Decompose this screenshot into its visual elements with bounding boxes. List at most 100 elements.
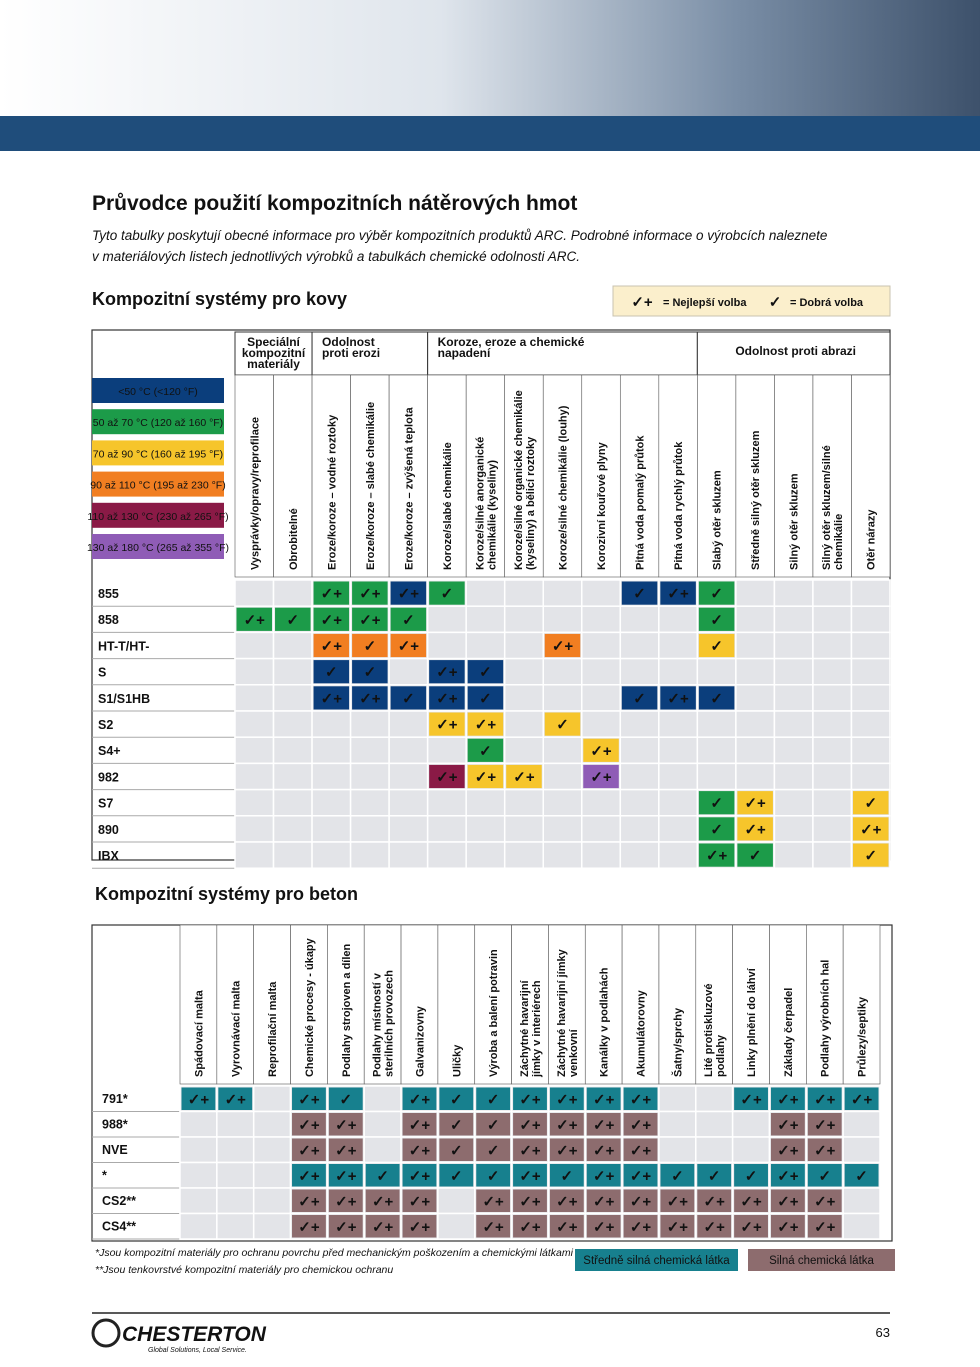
- cell: [735, 579, 776, 607]
- cell-mark: ✓: [340, 1091, 353, 1108]
- cell-fill: [292, 1087, 326, 1110]
- cell-fill: [429, 686, 465, 710]
- cell-fill: [292, 1164, 326, 1187]
- cell-mark: ✓: [864, 795, 877, 812]
- cell-mark: ✓+: [298, 1091, 320, 1108]
- cell-mark: ✓+: [475, 769, 497, 786]
- cell-mark: ✓+: [298, 1193, 320, 1210]
- cell-mark: ✓+: [225, 1091, 247, 1108]
- cell-mark: ✓+: [777, 1168, 799, 1185]
- banner-band: [0, 116, 980, 151]
- row-label: CS4**: [102, 1220, 136, 1234]
- cell: [735, 684, 776, 712]
- cell: [581, 684, 622, 712]
- banner-image: [0, 0, 980, 116]
- cell: [812, 710, 853, 738]
- cell: [773, 710, 814, 738]
- column-label: Galvanizovny: [414, 1005, 426, 1077]
- cell-fill: [328, 1164, 363, 1187]
- column-header: [621, 924, 660, 1085]
- cell: [465, 788, 506, 817]
- cell: [349, 815, 390, 843]
- cell-fill: [698, 843, 735, 867]
- cell: [696, 736, 737, 765]
- cell: [581, 605, 622, 634]
- column-header: [851, 374, 891, 578]
- cell-mark: ✓+: [298, 1168, 320, 1185]
- cell-fill: [476, 1113, 511, 1136]
- cell: [363, 1085, 402, 1113]
- cell-fill: [352, 581, 388, 605]
- cell: [363, 1110, 402, 1138]
- cell-mark: ✓+: [359, 690, 381, 707]
- cell-fill: [549, 1164, 584, 1187]
- cell: [252, 1187, 292, 1215]
- column-label: Vyrovnávací malta: [230, 980, 242, 1077]
- cell-mark: ✓+: [777, 1117, 799, 1134]
- cell-mark: ✓+: [482, 1193, 504, 1210]
- cell: [426, 736, 467, 765]
- cell-mark: ✓+: [777, 1193, 799, 1210]
- column-label: Otěr nárazy: [866, 509, 878, 570]
- cell-fill: [698, 791, 735, 815]
- cell-mark: ✓+: [667, 1193, 689, 1210]
- cell-mark: ✓: [671, 1168, 684, 1185]
- cell-mark: ✓+: [372, 1219, 394, 1236]
- column-label: Záchytné havarijní jímky: [556, 948, 568, 1077]
- cell: [658, 815, 699, 843]
- cell-fill: [698, 817, 735, 841]
- cell-fill: [697, 1164, 732, 1187]
- cell-mark: ✓: [710, 638, 723, 655]
- cell: [658, 788, 699, 817]
- cell: [812, 815, 853, 843]
- cell-mark: ✓+: [593, 1142, 615, 1159]
- cell-fill: [807, 1087, 842, 1110]
- cell-fill: [513, 1164, 547, 1187]
- cell-fill: [544, 633, 581, 658]
- group-label: materiály: [247, 357, 300, 371]
- cell-mark: ✓+: [436, 769, 458, 786]
- temperature-swatch: [92, 534, 224, 559]
- column-label: Eroze/koroze – slabé chemikálie: [365, 402, 377, 570]
- cell: [658, 736, 699, 765]
- cell-mark: ✓+: [298, 1117, 320, 1134]
- cell: [812, 841, 853, 869]
- cell-mark: ✓+: [814, 1117, 836, 1134]
- column-header: [234, 374, 274, 578]
- cell-mark: ✓: [710, 612, 723, 629]
- cell: [503, 579, 544, 607]
- cell-fill: [352, 660, 388, 684]
- row-label: 890: [98, 823, 119, 837]
- column-label: Obrobitelné: [288, 508, 300, 570]
- cell-fill: [623, 1113, 658, 1136]
- cell-mark: ✓+: [519, 1193, 541, 1210]
- cell-fill: [770, 1189, 805, 1212]
- cell-mark: ✓+: [359, 612, 381, 629]
- column-label: Eroze/koroze – zvýšená teplota: [403, 407, 415, 570]
- cell-mark: ✓+: [482, 1219, 504, 1236]
- cell: [426, 605, 467, 634]
- cell: [503, 684, 544, 712]
- cell-fill: [697, 1215, 732, 1238]
- cell: [735, 762, 776, 791]
- cell-mark: ✓: [479, 664, 492, 681]
- cell-mark: ✓: [633, 690, 646, 707]
- cell: [252, 1085, 292, 1113]
- cell: [311, 762, 352, 791]
- cell: [658, 1085, 697, 1113]
- cell-mark: ✓+: [744, 821, 766, 838]
- column-header: [327, 924, 365, 1085]
- cell-fill: [328, 1113, 363, 1136]
- cell-fill: [844, 1164, 879, 1187]
- column-label: Koroze/slabé chemikálie: [442, 442, 454, 570]
- cell-mark: ✓: [364, 664, 377, 681]
- cell: [581, 841, 622, 869]
- cell-mark: ✓+: [556, 1142, 578, 1159]
- cell-mark: ✓+: [298, 1219, 320, 1236]
- cell: [542, 736, 583, 765]
- cell: [619, 710, 660, 738]
- cell-fill: [467, 686, 504, 710]
- legend-swatch: [575, 1249, 738, 1271]
- cell: [252, 1110, 292, 1138]
- cell-fill: [476, 1189, 511, 1212]
